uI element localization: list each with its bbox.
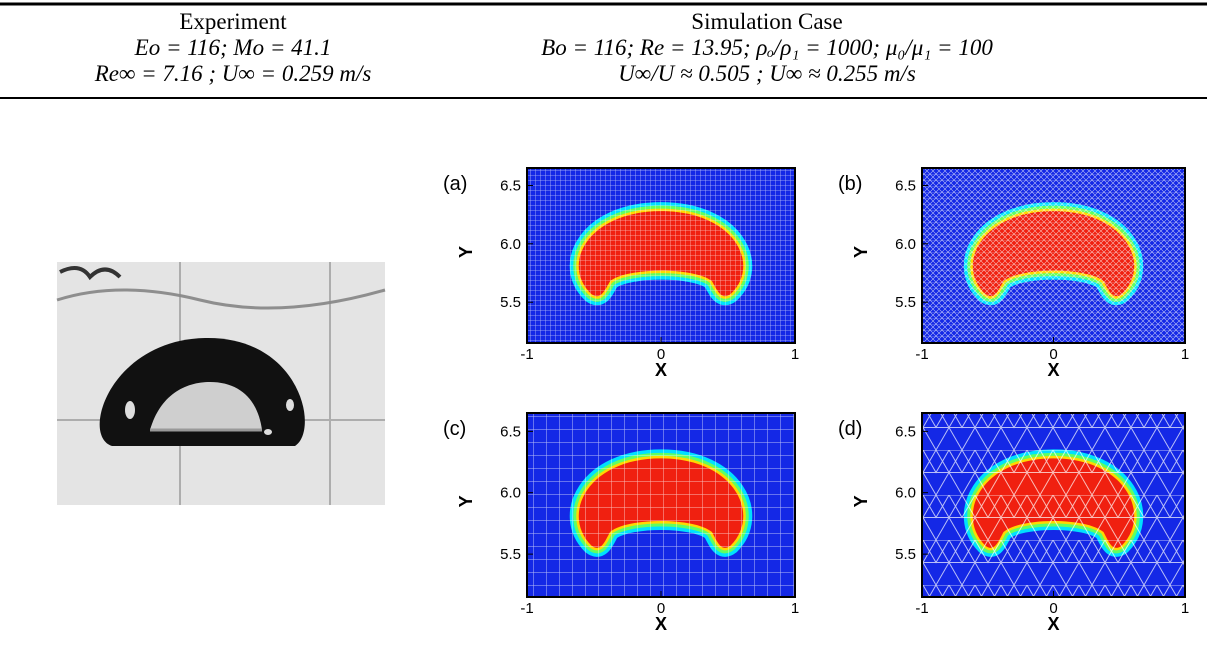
x-tick-label: 0	[1049, 346, 1057, 363]
x-tick-label: -1	[915, 600, 928, 617]
x-tick-label: 1	[1181, 346, 1189, 363]
experiment-line: Eo = 116; Mo = 41.1	[134, 35, 332, 60]
y-tick-label: 6.0	[500, 236, 521, 253]
x-tick-label: 0	[1049, 600, 1057, 617]
y-tick-label: 6.5	[500, 423, 521, 440]
y-axis-title: Y	[456, 495, 476, 507]
y-tick-label: 5.5	[500, 546, 521, 563]
x-tick-label: 1	[791, 600, 799, 617]
mesh	[922, 168, 1185, 343]
x-tick-label: 1	[791, 346, 799, 363]
x-tick-label: 1	[1181, 600, 1189, 617]
x-axis-title: X	[1047, 360, 1059, 380]
simulation-line: Bo = 116; Re = 13.95; ρₒ/ρ₁ = 1000; μ₀/μ…	[541, 35, 993, 60]
simulation-title: Simulation Case	[691, 9, 842, 34]
simulation-panel: (d) 6.5 6.0 5.5 -1 0 1 X Y	[838, 412, 1189, 634]
simulation-panel: (a) 6.5 6.0 5.5 -1 0 1 X Y	[443, 167, 799, 380]
panel-label: (a)	[443, 173, 467, 195]
simulation-panel: (b) 6.5 6.0 5.5 -1 0 1 X Y	[838, 167, 1189, 380]
mesh	[527, 168, 795, 343]
y-tick-label: 6.5	[500, 178, 521, 195]
panel-label: (c)	[443, 418, 466, 440]
x-axis-title: X	[655, 360, 667, 380]
mesh	[922, 413, 1185, 597]
x-axis-title: X	[655, 614, 667, 634]
x-tick-label: -1	[520, 346, 533, 363]
experiment-photo	[56, 262, 386, 505]
y-axis-title: Y	[851, 246, 871, 258]
x-axis-title: X	[1047, 614, 1059, 634]
panel-label: (d)	[838, 418, 862, 440]
y-axis-title: Y	[456, 246, 476, 258]
y-tick-label: 6.5	[895, 423, 916, 440]
simulation-line: U∞/U ≈ 0.505 ; U∞ ≈ 0.255 m/s	[618, 61, 916, 86]
experiment-title: Experiment	[179, 9, 287, 34]
panel-label: (b)	[838, 173, 862, 195]
y-tick-label: 5.5	[895, 294, 916, 311]
x-tick-label: -1	[520, 600, 533, 617]
y-tick-label: 5.5	[895, 546, 916, 563]
y-axis-title: Y	[851, 495, 871, 507]
x-tick-label: -1	[915, 346, 928, 363]
y-tick-label: 5.5	[500, 294, 521, 311]
x-tick-label: 0	[657, 600, 665, 617]
experiment-line: Re∞ = 7.16 ; U∞ = 0.259 m/s	[94, 61, 372, 86]
y-tick-label: 6.0	[895, 485, 916, 502]
simulation-panel: (c) 6.5 6.0 5.5 -1 0 1 X Y	[443, 412, 799, 634]
mesh	[527, 413, 795, 597]
y-tick-label: 6.5	[895, 178, 916, 195]
y-tick-label: 6.0	[500, 485, 521, 502]
y-tick-label: 6.0	[895, 236, 916, 253]
x-tick-label: 0	[657, 346, 665, 363]
